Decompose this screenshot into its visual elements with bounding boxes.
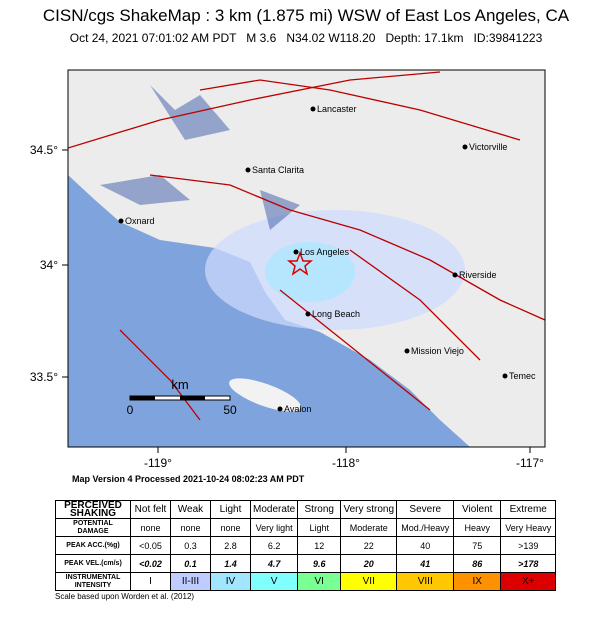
city-label: Santa Clarita (252, 165, 304, 175)
legend-cell: 20 (340, 554, 398, 573)
legend-cell: Severe (396, 500, 455, 519)
legend-cell: Mod./Heavy (396, 518, 455, 537)
city-label: Mission Viejo (411, 346, 464, 356)
city-dot (310, 106, 316, 112)
legend-cell: 4.7 (249, 554, 299, 573)
legend-cell: Violent (453, 500, 502, 519)
city-dot (502, 373, 508, 379)
title: CISN/cgs ShakeMap : 3 km (1.875 mi) WSW … (42, 6, 570, 25)
legend-cell: 0.1 (170, 554, 211, 573)
scale-tick: 0 (127, 403, 134, 417)
legend-cell: 12 (297, 536, 342, 555)
city-dot (118, 218, 124, 224)
row-label: PEAK ACC.(%g) (55, 536, 131, 555)
legend-cell: X+ (500, 572, 557, 591)
legend-cell: Weak (170, 500, 211, 519)
city-label: Oxnard (125, 216, 155, 226)
row-label: INSTRUMENTAL INTENSITY (55, 572, 131, 591)
legend-cell: Very light (249, 518, 299, 537)
city-dot (277, 406, 283, 412)
scale-unit: km (171, 377, 188, 392)
row-label: PERCEIVED SHAKING (55, 500, 131, 519)
row-label: PEAK VEL.(cm/s) (55, 554, 131, 573)
city-label: Long Beach (312, 309, 360, 319)
map-body (68, 70, 545, 447)
legend-cell: Extreme (500, 500, 557, 519)
city-label: Lancaster (317, 104, 357, 114)
legend-cell: <0.05 (130, 536, 171, 555)
city-label: Victorville (469, 142, 507, 152)
lon-label: -119° (144, 456, 172, 470)
map: 34.5° 34° 33.5° -119° -118° -117° Lancaster Vic… (30, 69, 546, 470)
legend-cell: IX (453, 572, 502, 591)
scale-bar (129, 395, 231, 401)
city-label: Riverside (459, 270, 497, 280)
legend-cell: VI (297, 572, 342, 591)
legend-cell: Strong (297, 500, 342, 519)
legend-cell: none (170, 518, 211, 537)
legend-cell: 6.2 (249, 536, 299, 555)
lat-label: 34° (40, 258, 58, 272)
legend-cell: Not felt (130, 500, 171, 519)
legend-cell: VIII (396, 572, 455, 591)
legend-cell: Light (210, 500, 251, 519)
lon-label: -117° (516, 456, 544, 470)
legend-cell: <0.02 (130, 554, 171, 573)
city-dot (245, 167, 251, 173)
lat-label: 34.5° (30, 143, 58, 157)
city-dot (293, 249, 299, 255)
legend-cell: 9.6 (297, 554, 342, 573)
legend-cell: Very strong (340, 500, 398, 519)
city-dot (462, 144, 468, 150)
legend-cell: IV (210, 572, 251, 591)
city-dot (452, 272, 458, 278)
legend-cell: 86 (453, 554, 502, 573)
legend-cell: 40 (396, 536, 455, 555)
legend-cell: 0.3 (170, 536, 211, 555)
legend-cell: 22 (340, 536, 398, 555)
city-dot (404, 348, 410, 354)
legend-cell: I (130, 572, 171, 591)
legend-row: POTENTIAL DAMAGE none none none Very light Li… (55, 518, 557, 537)
subtitle: Oct 24, 2021 07:01:02 AM PDT M 3.6 N34.0… (69, 31, 543, 45)
map-frame (67, 69, 546, 448)
legend-cell: 2.8 (210, 536, 251, 555)
legend-row: PEAK ACC.(%g) <0.05 0.3 2.8 6.2 12 22 40 75 >139 (55, 536, 557, 555)
legend-cell: 1.4 (210, 554, 251, 573)
legend-cell: >178 (500, 554, 557, 573)
lat-label: 33.5° (30, 370, 58, 384)
footnote: Scale based upon Worden et al. (2012) (55, 592, 195, 601)
city-label: Temec (509, 371, 536, 381)
map-version: Map Version 4 Processed 2021-10-24 08:02… (72, 474, 305, 484)
legend-cell: Heavy (453, 518, 502, 537)
legend-cell: V (249, 572, 299, 591)
legend-row: PERCEIVED SHAKING Not felt Weak Light Modera… (55, 500, 557, 519)
legend-cell: VII (340, 572, 398, 591)
city-dot (305, 311, 311, 317)
legend-cell: Light (297, 518, 342, 537)
legend-row: PEAK VEL.(cm/s) <0.02 0.1 1.4 4.7 9.6 20 41 86 >1… (55, 554, 557, 573)
legend-row: INSTRUMENTAL INTENSITY I II-III IV V VI VII VII… (55, 572, 557, 591)
legend-cell: none (210, 518, 251, 537)
legend-cell: none (130, 518, 171, 537)
legend-cell: Moderate (340, 518, 398, 537)
legend-cell: 75 (453, 536, 502, 555)
legend-cell: >139 (500, 536, 557, 555)
city-label: Los Angeles (300, 247, 350, 257)
city-label: Avalon (284, 404, 311, 414)
lon-label: -118° (332, 456, 360, 470)
intensity-legend: PERCEIVED SHAKING Not felt Weak Light Modera… (55, 500, 557, 591)
scale-tick: 50 (223, 403, 237, 417)
legend-cell: Moderate (249, 500, 299, 519)
row-label: POTENTIAL DAMAGE (55, 518, 131, 537)
legend-cell: 41 (396, 554, 455, 573)
legend-cell: II-III (170, 572, 211, 591)
legend-cell: Very Heavy (500, 518, 557, 537)
